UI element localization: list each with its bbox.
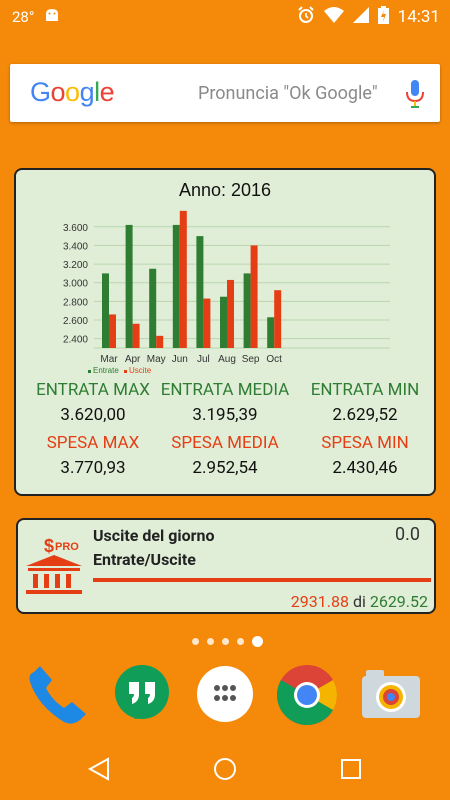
entrata-media-label: ENTRATA MEDIA <box>160 380 290 400</box>
chart-title: Anno: 2016 <box>179 180 271 200</box>
bar-entrate-apr <box>125 224 133 348</box>
signal-icon <box>352 7 369 27</box>
back-icon[interactable] <box>86 756 112 786</box>
entrata-media-stat: ENTRATA MEDIA 3.195,39 <box>150 380 300 425</box>
y-tick-label: 2.600 <box>63 316 88 327</box>
bar-uscite-may <box>156 335 164 348</box>
of-separator: di <box>352 592 366 611</box>
bar-uscite-jun <box>179 210 187 348</box>
total-amount: 2629.52 <box>369 592 428 611</box>
bank-money-icon: $ PRO <box>24 536 84 602</box>
bar-uscite-apr <box>132 323 140 348</box>
legend-label: Entrate <box>93 366 119 375</box>
page-dot <box>192 638 199 645</box>
bar-entrate-may <box>149 268 157 348</box>
page-dot <box>207 638 214 645</box>
spesa-min-label: SPESA MIN <box>321 433 409 453</box>
x-tick-label: Apr <box>125 354 141 365</box>
entrata-min-label: ENTRATA MIN <box>310 380 420 400</box>
navigation-bar <box>0 740 450 800</box>
y-tick-label: 3.400 <box>63 241 88 252</box>
spesa-min-value: 2.430,46 <box>332 458 398 478</box>
legend-label: Uscite <box>129 366 152 375</box>
spesa-media-label: SPESA MEDIA <box>171 433 279 453</box>
x-tick-label: Jun <box>172 354 188 365</box>
google-search-bar[interactable]: Google Pronuncia "Ok Google" <box>10 64 440 122</box>
bar-uscite-sep <box>250 245 258 348</box>
clock-text: 14:31 <box>397 7 440 27</box>
entrata-media-value: 3.195,39 <box>192 405 258 425</box>
page-indicator <box>192 636 263 647</box>
entrata-max-value: 3.620,00 <box>60 405 126 425</box>
spent-amount: 2931.88 <box>290 592 349 611</box>
phone-app-icon[interactable] <box>24 664 86 724</box>
recents-icon[interactable] <box>338 756 364 786</box>
camera-app-icon[interactable] <box>360 664 420 724</box>
microphone-icon[interactable] <box>406 80 424 112</box>
x-tick-label: Jul <box>197 354 210 365</box>
entrata-max-label: ENTRATA MAX <box>36 380 150 400</box>
y-tick-label: 2.400 <box>63 335 88 346</box>
bar-uscite-oct <box>274 290 282 348</box>
bar-entrate-sep <box>243 273 251 348</box>
spesa-media-value: 2.952,54 <box>192 458 258 478</box>
chrome-app-icon[interactable] <box>276 664 338 726</box>
bar-uscite-jul <box>203 298 211 348</box>
search-hint: Pronuncia "Ok Google" <box>198 83 378 104</box>
bar-entrate-jun <box>172 224 180 348</box>
spesa-min-stat: SPESA MIN 2.430,46 <box>290 433 440 478</box>
svg-text:$: $ <box>44 538 54 556</box>
budget-footer: 2931.88 di 2629.52 <box>291 592 428 611</box>
temperature-text: 28° <box>12 8 35 26</box>
daily-expense-value: 0.0 <box>395 524 420 545</box>
y-tick-label: 3.000 <box>63 279 88 290</box>
legend-swatch <box>124 370 127 373</box>
bar-entrate-mar <box>102 273 109 348</box>
legend-swatch <box>88 370 91 373</box>
android-icon <box>44 8 60 26</box>
bar-chart: Anno: 2016 2.400 2.600 2.800 3.000 3.200 3.40… <box>63 180 390 375</box>
bar-entrate-oct <box>267 317 275 348</box>
app-drawer-icon[interactable] <box>195 664 255 724</box>
x-tick-label: Oct <box>266 354 282 365</box>
budget-progress-bar <box>93 578 431 582</box>
x-tick-label: Mar <box>100 354 118 365</box>
y-tick-label: 3.600 <box>63 223 88 234</box>
spesa-max-stat: SPESA MAX 3.770,93 <box>18 433 168 478</box>
page-dot-active <box>252 636 263 647</box>
app-dock <box>0 660 450 730</box>
page-dot <box>237 638 244 645</box>
entrata-min-value: 2.629,52 <box>332 405 398 425</box>
y-tick-label: 3.200 <box>63 260 88 271</box>
finance-summary-widget[interactable]: Anno: 2016 2.400 2.600 2.800 3.000 3.200 3.40… <box>14 168 436 496</box>
spesa-max-value: 3.770,93 <box>60 458 126 478</box>
bar-uscite-mar <box>109 314 116 348</box>
wifi-icon <box>323 7 344 27</box>
x-tick-label: Sep <box>242 354 260 365</box>
status-bar: 28° 14:31 <box>0 0 450 34</box>
x-tick-label: May <box>147 354 166 365</box>
home-icon[interactable] <box>212 756 238 786</box>
y-tick-label: 2.800 <box>63 297 88 308</box>
battery-charging-icon <box>377 6 389 28</box>
page-dot <box>222 638 229 645</box>
bar-entrate-aug <box>220 296 227 348</box>
daily-expenses-widget[interactable]: $ PRO Uscite del giorno Entrate/Uscite 0… <box>16 518 436 614</box>
svg-text:PRO: PRO <box>55 541 79 553</box>
spesa-media-stat: SPESA MEDIA 2.952,54 <box>150 433 300 478</box>
x-tick-label: Aug <box>218 354 236 365</box>
entrata-min-stat: ENTRATA MIN 2.629,52 <box>290 380 440 425</box>
bar-entrate-jul <box>196 236 204 348</box>
google-logo: Google <box>30 77 115 107</box>
spesa-max-label: SPESA MAX <box>46 433 140 453</box>
hangouts-app-icon[interactable] <box>112 664 172 724</box>
entrata-max-stat: ENTRATA MAX 3.620,00 <box>18 380 168 425</box>
bar-uscite-aug <box>227 279 234 348</box>
daily-widget-subtitle: Entrate/Uscite <box>93 550 196 569</box>
alarm-icon <box>297 6 315 28</box>
daily-widget-title: Uscite del giorno <box>93 526 215 545</box>
